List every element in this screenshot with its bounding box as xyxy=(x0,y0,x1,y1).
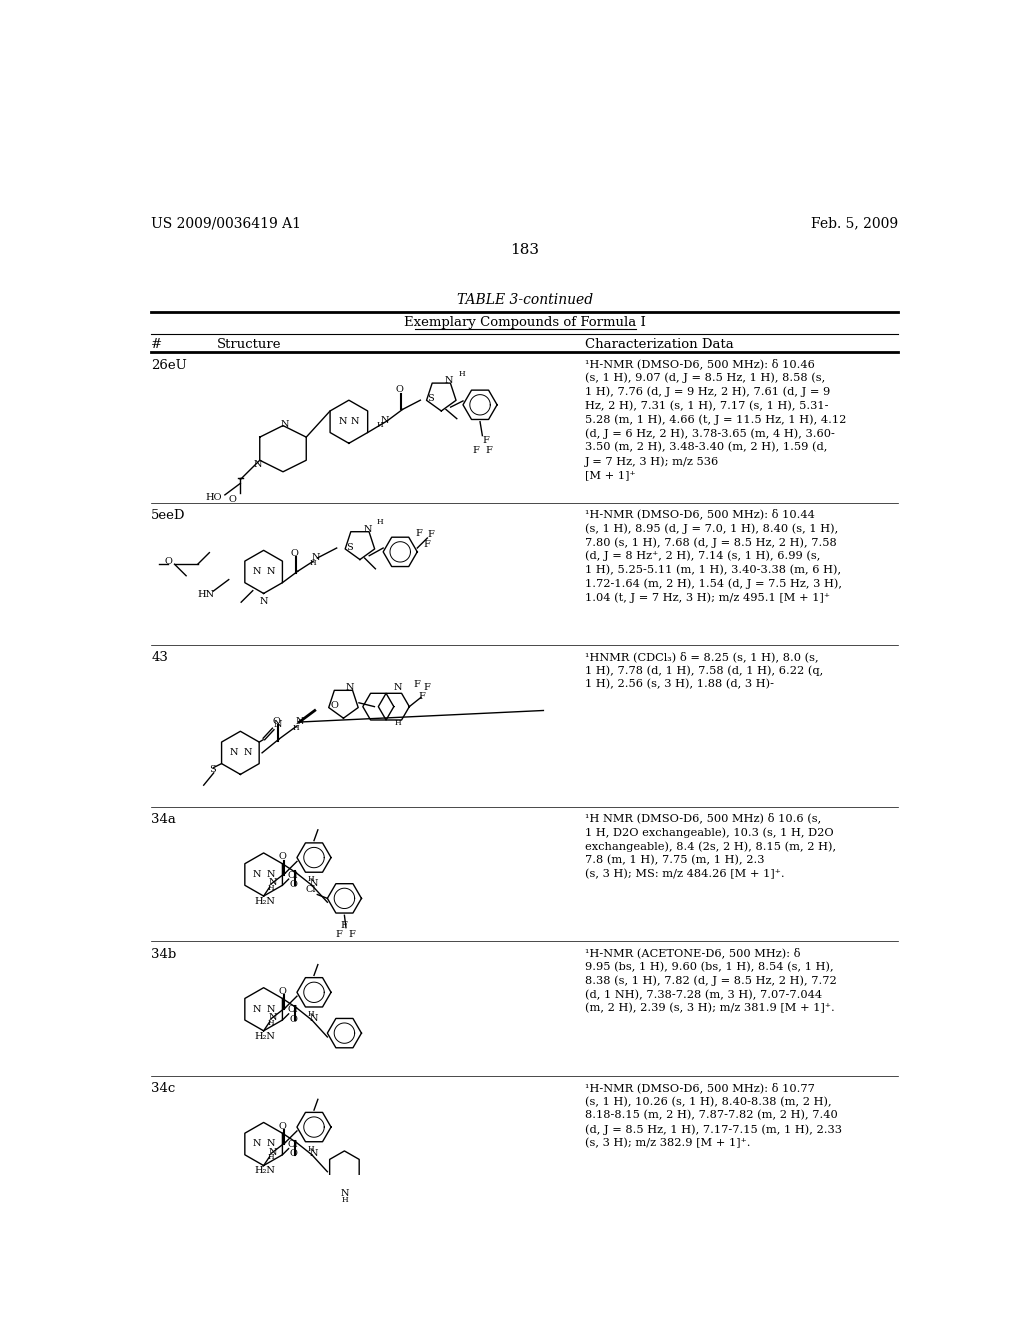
Text: HO: HO xyxy=(205,494,221,503)
Text: ¹H-NMR (DMSO-D6, 500 MHz): δ 10.44
(s, 1 H), 8.95 (d, J = 7.0, 1 H), 8.40 (s, 1 : ¹H-NMR (DMSO-D6, 500 MHz): δ 10.44 (s, 1… xyxy=(586,508,843,603)
Text: H: H xyxy=(394,719,401,727)
Text: N: N xyxy=(381,416,389,425)
Text: O: O xyxy=(165,557,172,566)
Text: F: F xyxy=(427,531,434,540)
Text: Exemplary Compounds of Formula I: Exemplary Compounds of Formula I xyxy=(403,317,646,329)
Text: ¹H-NMR (DMSO-D6, 500 MHz): δ 10.77
(s, 1 H), 10.26 (s, 1 H), 8.40-8.38 (m, 2 H),: ¹H-NMR (DMSO-D6, 500 MHz): δ 10.77 (s, 1… xyxy=(586,1082,843,1148)
Text: S: S xyxy=(427,393,434,403)
Text: N: N xyxy=(340,1188,348,1197)
Text: N: N xyxy=(243,748,252,758)
Text: O: O xyxy=(395,385,403,395)
Text: H: H xyxy=(267,1154,274,1162)
Text: N: N xyxy=(309,1148,318,1158)
Text: 43: 43 xyxy=(152,651,168,664)
Text: H: H xyxy=(341,1196,348,1204)
Text: F: F xyxy=(473,446,479,454)
Text: O: O xyxy=(279,1122,287,1131)
Text: N: N xyxy=(252,568,261,577)
Text: H: H xyxy=(267,884,274,892)
Text: US 2009/0036419 A1: US 2009/0036419 A1 xyxy=(152,216,301,230)
Text: N: N xyxy=(312,553,321,561)
Text: F: F xyxy=(419,692,426,701)
Text: O: O xyxy=(279,987,287,995)
Text: ¹HNMR (CDCl₃) δ = 8.25 (s, 1 H), 8.0 (s,
1 H), 7.78 (d, 1 H), 7.58 (d, 1 H), 6.2: ¹HNMR (CDCl₃) δ = 8.25 (s, 1 H), 8.0 (s,… xyxy=(586,651,823,689)
Text: N: N xyxy=(338,417,347,426)
Text: 34c: 34c xyxy=(152,1082,175,1096)
Text: F: F xyxy=(424,540,430,549)
Text: 183: 183 xyxy=(510,243,540,257)
Text: H: H xyxy=(267,1019,274,1027)
Text: Cl: Cl xyxy=(288,871,298,879)
Text: N: N xyxy=(229,748,238,758)
Text: F: F xyxy=(416,529,423,537)
Text: O: O xyxy=(291,549,299,558)
Text: N: N xyxy=(309,879,318,888)
Text: F: F xyxy=(341,920,347,929)
Text: F: F xyxy=(348,929,355,939)
Text: H: H xyxy=(308,1144,314,1152)
Text: O: O xyxy=(279,853,287,861)
Text: N: N xyxy=(259,597,268,606)
Text: N: N xyxy=(252,870,261,879)
Text: ¹H-NMR (ACETONE-D6, 500 MHz): δ
9.95 (bs, 1 H), 9.60 (bs, 1 H), 8.54 (s, 1 H),
8: ¹H-NMR (ACETONE-D6, 500 MHz): δ 9.95 (bs… xyxy=(586,948,837,1014)
Text: N: N xyxy=(309,1014,318,1023)
Text: N: N xyxy=(281,420,290,429)
Text: Cl: Cl xyxy=(288,1006,298,1014)
Text: N: N xyxy=(252,1139,261,1148)
Text: Cl: Cl xyxy=(288,1140,298,1150)
Text: O: O xyxy=(290,1015,297,1023)
Text: N: N xyxy=(364,525,372,533)
Text: N: N xyxy=(295,717,304,726)
Text: Cl: Cl xyxy=(306,886,316,894)
Text: O: O xyxy=(290,880,297,888)
Text: H₂N: H₂N xyxy=(254,896,275,906)
Text: 34a: 34a xyxy=(152,813,176,826)
Text: N: N xyxy=(268,878,276,887)
Text: 26eU: 26eU xyxy=(152,359,187,372)
Text: N: N xyxy=(444,376,454,385)
Text: H: H xyxy=(308,875,314,883)
Text: H: H xyxy=(309,558,316,568)
Text: ¹H-NMR (DMSO-D6, 500 MHz): δ 10.46
(s, 1 H), 9.07 (d, J = 8.5 Hz, 1 H), 8.58 (s,: ¹H-NMR (DMSO-D6, 500 MHz): δ 10.46 (s, 1… xyxy=(586,359,847,480)
Text: N: N xyxy=(252,1005,261,1014)
Text: N: N xyxy=(351,417,359,426)
Text: N: N xyxy=(253,459,262,469)
Text: H: H xyxy=(308,1010,314,1018)
Text: S: S xyxy=(346,543,352,552)
Text: O: O xyxy=(272,717,280,726)
Text: N: N xyxy=(266,1139,274,1148)
Text: N: N xyxy=(266,1005,274,1014)
Text: O: O xyxy=(290,1150,297,1159)
Text: O: O xyxy=(228,495,237,504)
Text: O: O xyxy=(330,701,338,710)
Text: N: N xyxy=(345,682,354,692)
Text: TABLE 3-continued: TABLE 3-continued xyxy=(457,293,593,308)
Text: Feb. 5, 2009: Feb. 5, 2009 xyxy=(811,216,898,230)
Text: #: # xyxy=(152,338,163,351)
Text: N: N xyxy=(266,870,274,879)
Text: N: N xyxy=(393,682,402,692)
Text: 34b: 34b xyxy=(152,948,176,961)
Text: H: H xyxy=(293,723,300,731)
Text: N: N xyxy=(268,1148,276,1156)
Text: HN: HN xyxy=(197,590,214,599)
Text: H: H xyxy=(377,421,384,429)
Text: H: H xyxy=(377,519,384,527)
Text: S: S xyxy=(209,764,216,774)
Text: F: F xyxy=(482,436,489,445)
Text: 5eeD: 5eeD xyxy=(152,508,185,521)
Text: H₂N: H₂N xyxy=(254,1031,275,1040)
Text: Structure: Structure xyxy=(217,338,282,351)
Text: N: N xyxy=(274,719,283,729)
Text: N: N xyxy=(268,1012,276,1022)
Text: Characterization Data: Characterization Data xyxy=(586,338,734,351)
Text: F: F xyxy=(414,680,420,689)
Text: H: H xyxy=(459,370,465,378)
Text: H₂N: H₂N xyxy=(254,1167,275,1175)
Text: F: F xyxy=(335,929,342,939)
Text: F: F xyxy=(423,682,430,692)
Text: ¹H NMR (DMSO-D6, 500 MHz) δ 10.6 (s,
1 H, D2O exchangeable), 10.3 (s, 1 H, D2O
e: ¹H NMR (DMSO-D6, 500 MHz) δ 10.6 (s, 1 H… xyxy=(586,813,837,879)
Text: N: N xyxy=(266,568,274,577)
Text: F: F xyxy=(486,446,493,454)
